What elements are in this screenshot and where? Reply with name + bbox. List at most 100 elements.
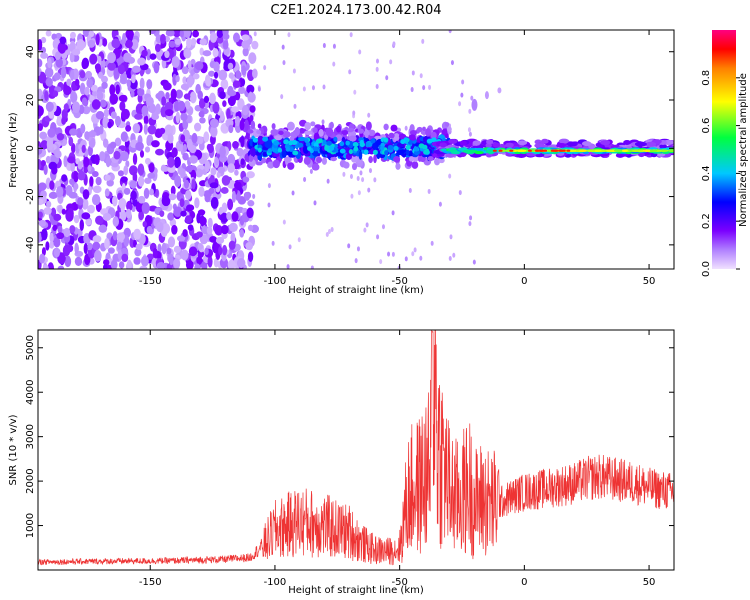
spectrogram-cell (95, 215, 104, 225)
spectrogram-cell (210, 197, 219, 209)
spectrogram-cell (221, 244, 228, 256)
spectrogram-cell (180, 134, 186, 143)
spectrogram-cell (161, 242, 167, 255)
spectrogram-cell (78, 104, 85, 115)
spectrogram-cell (282, 131, 291, 138)
spectrogram-cell (97, 55, 102, 64)
spectrogram-cell (90, 84, 98, 92)
spectrogram-cell (220, 78, 229, 90)
spectrogram-cell (110, 111, 117, 119)
spectrogram-cell (151, 113, 160, 120)
spectrogram-cell (365, 142, 370, 148)
spectrogram-cell (39, 253, 46, 264)
spectrogram-cell (72, 101, 81, 114)
spectrogram-cell (407, 139, 413, 145)
spectrogram-cell (198, 136, 204, 145)
spectrogram-cell (395, 162, 401, 170)
spectrogram-cell (426, 138, 433, 144)
spectrogram-cell (307, 145, 312, 151)
spectrogram-cell (363, 149, 369, 155)
spectrogram-cell (311, 85, 315, 91)
spectrogram-cell (492, 142, 501, 148)
spectrogram-cell (116, 232, 126, 241)
spectrogram-cell (391, 251, 395, 257)
spectrogram-cell (148, 162, 155, 173)
spectrogram-cell (195, 231, 203, 238)
spectrogram-cell (162, 223, 171, 234)
spectrogram-cell (257, 123, 262, 129)
spectrogram-cell (161, 195, 171, 207)
spectrogram-cell (383, 137, 389, 143)
spectrogram-cell (291, 190, 295, 196)
spectrogram-cell (422, 144, 428, 150)
spectrogram-cell (81, 212, 91, 220)
spectrogram-cell (192, 73, 200, 80)
snr-y-ticks: 1000 2000 3000 4000 5000 (25, 335, 674, 538)
spectrogram-cell (405, 149, 410, 156)
spectrogram-cell (387, 251, 391, 257)
spectrogram-cell (527, 149, 532, 152)
spectrogram-cell (343, 161, 350, 169)
spectrogram-cell (52, 224, 58, 232)
spectrogram-cell (472, 140, 481, 146)
spectrogram-cell (383, 123, 389, 131)
spectrogram-cell (57, 265, 65, 269)
spectrogram-cell (74, 78, 80, 86)
spectrogram-cell (109, 173, 115, 181)
spectrogram-cell (189, 145, 197, 154)
spectrogram-cell (240, 135, 245, 148)
spectrogram-cell (286, 264, 290, 269)
spectrogram-cell (187, 224, 194, 231)
spectrogram-cell (112, 230, 118, 241)
spectrogram-cell (174, 175, 182, 188)
spectrogram-cell (231, 190, 237, 203)
spectrogram-cell (438, 157, 445, 164)
spectrogram-cell (102, 138, 109, 148)
spectrogram-cell (313, 142, 319, 148)
spectrogram-cell (45, 241, 50, 251)
spectrogram-cell (69, 225, 76, 234)
spectrogram-cell (206, 76, 211, 87)
spectrogram-cell (138, 210, 145, 221)
spectrogram-cell (381, 224, 385, 230)
spectrogram-cell (61, 208, 66, 215)
spectrogram-cell (650, 149, 658, 153)
spectrogram-cell (153, 61, 160, 74)
spectrogram-cell (492, 149, 497, 152)
spectrogram-cell (485, 150, 495, 154)
snr-series-line (38, 330, 674, 566)
spectrogram-cell (470, 95, 474, 101)
spectrogram-cell (251, 147, 256, 156)
spectrogram-cell (137, 175, 145, 187)
spectrogram-cell (240, 158, 245, 165)
spectrogram-cell (155, 148, 164, 156)
spectrogram-cell (484, 91, 489, 100)
spectrogram-cell (151, 140, 160, 148)
snr-x-ticks: -150 -100 -50 0 50 (139, 330, 655, 588)
spectrogram-cell (303, 156, 311, 165)
spectrogram-cell (458, 190, 462, 196)
spectrogram-cell (133, 257, 141, 265)
spectrogram-cell (52, 90, 59, 97)
spectrogram-cell (171, 56, 180, 68)
spectrogram-cell (86, 78, 94, 89)
spectrogram-cell (146, 79, 153, 90)
spectrogram-cell (312, 127, 318, 134)
spectrogram-cell (199, 117, 206, 124)
spectrogram-cell (84, 86, 90, 96)
spectrogram-cell (175, 89, 183, 99)
spectrogram-cell (304, 138, 309, 144)
spectrogram-cell (182, 76, 187, 85)
spectrogram-cell (87, 204, 95, 214)
spectrogram-cell (228, 222, 238, 233)
spectrogram-cell (356, 175, 360, 181)
spectrogram-cell (95, 33, 100, 46)
spectrogram-cell (187, 60, 192, 70)
spectrogram-cell (260, 157, 267, 164)
spectrogram-cell (57, 204, 63, 214)
spectrogram-cell (222, 100, 227, 107)
spectrogram-cell (130, 39, 139, 51)
spectrogram-cell (372, 149, 378, 155)
spectrogram-cell (257, 147, 262, 153)
spectrogram-cell (413, 150, 420, 156)
